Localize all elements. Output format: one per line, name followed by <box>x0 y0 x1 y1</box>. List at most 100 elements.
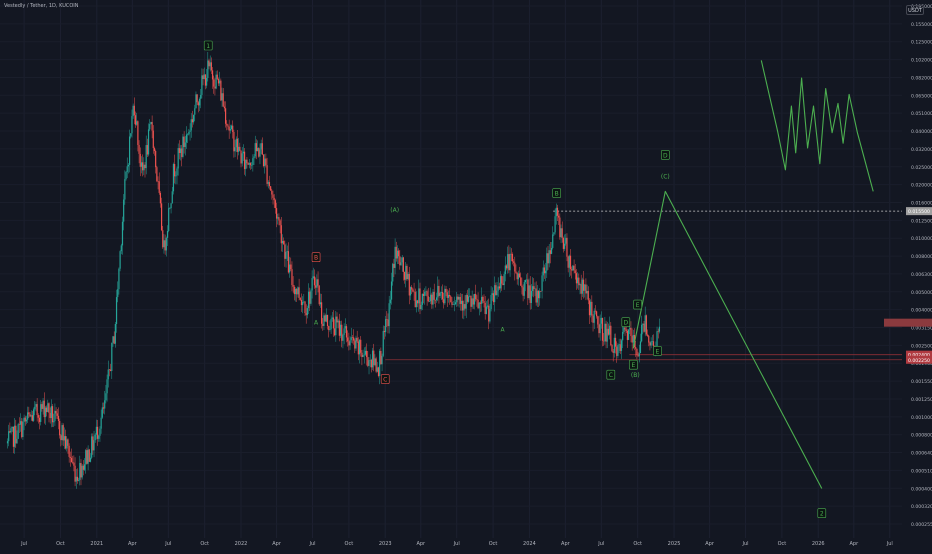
candle-body <box>400 262 402 266</box>
candle-body <box>444 288 446 304</box>
candle-body <box>571 269 573 271</box>
candle-body <box>579 284 581 286</box>
candle-body <box>137 121 139 145</box>
candle-body <box>418 288 420 304</box>
candle-body <box>652 341 655 346</box>
candle-body <box>514 262 516 272</box>
candle-body <box>267 182 269 184</box>
candle-body <box>443 299 445 304</box>
candle-body <box>355 337 357 349</box>
candle-body <box>385 319 387 333</box>
candle-body <box>549 250 551 254</box>
candle-body <box>229 129 231 131</box>
candle-body <box>439 292 441 296</box>
candle-body <box>43 400 45 418</box>
candle-body <box>604 323 606 342</box>
candle-body <box>294 288 297 295</box>
candle-body <box>50 406 52 418</box>
candle-body <box>145 145 147 169</box>
candle-body <box>483 301 485 303</box>
candle-body <box>586 290 588 294</box>
y-tick-label: 0.016000 <box>911 200 932 206</box>
candle-body <box>536 290 538 303</box>
candle-body <box>451 301 453 305</box>
candle-body <box>234 147 236 152</box>
projection-lines <box>632 60 874 489</box>
x-tick-label: Apr <box>416 541 426 547</box>
candle-body <box>81 465 83 478</box>
candle-body <box>130 133 132 137</box>
x-tick-label: Jul <box>308 541 315 547</box>
candle-body <box>388 303 390 327</box>
x-tick-label: Oct <box>633 541 642 547</box>
candle-body <box>644 315 646 332</box>
candle-body <box>472 298 474 305</box>
candle-body <box>414 291 416 308</box>
candle-body <box>356 337 358 342</box>
x-tick-label: Apr <box>849 541 859 547</box>
candle-body <box>361 352 363 357</box>
candle-body <box>517 273 519 280</box>
candle-body <box>411 287 413 290</box>
candle-body <box>134 115 137 125</box>
price-tag <box>906 355 932 364</box>
candle-body <box>324 315 326 322</box>
candle-body <box>432 291 434 305</box>
x-tick-label: Jul <box>164 541 171 547</box>
currency-button[interactable]: USDT <box>906 5 924 15</box>
candle-body <box>59 420 61 436</box>
candle-body <box>74 465 76 482</box>
candle-body <box>623 327 625 332</box>
candle-body <box>494 285 496 303</box>
candle-body <box>243 151 246 170</box>
candle-body <box>499 276 502 289</box>
candle-body <box>187 134 189 135</box>
candle-body <box>297 287 299 295</box>
candle-body <box>587 290 589 301</box>
candle-body <box>458 297 460 300</box>
candle-body <box>347 337 349 342</box>
candle-body <box>162 230 164 248</box>
candle-body <box>568 255 570 268</box>
candle-body <box>497 286 499 291</box>
candle-body <box>563 243 566 249</box>
x-tick-label: Jul <box>742 541 749 547</box>
wave-label: 2 <box>820 511 824 518</box>
candle-body <box>528 285 530 299</box>
x-tick-label: Jul <box>597 541 604 547</box>
candle-body <box>61 425 63 441</box>
candle-body <box>425 291 427 292</box>
candle-body <box>89 457 92 462</box>
candle-body <box>189 130 191 132</box>
candle-body <box>24 417 26 422</box>
candle-body <box>80 463 82 478</box>
price-tag <box>906 350 932 359</box>
candle-body <box>194 108 196 115</box>
candle-body <box>27 412 29 420</box>
candle-body <box>118 268 120 290</box>
candle-body <box>518 273 521 278</box>
candle-body <box>111 342 113 371</box>
candle-body <box>600 317 602 324</box>
candle-body <box>502 283 504 286</box>
candle-body <box>261 143 263 155</box>
wave-label-box <box>817 508 827 518</box>
candle-body <box>479 302 482 304</box>
candle-body <box>367 357 369 366</box>
candle-body <box>534 288 536 290</box>
candle-body <box>464 304 466 309</box>
x-axis: Jul Oct 2021 Apr Jul Oct 2022 Apr Jul Oct 2023 Apr J… <box>20 541 893 547</box>
candle-body <box>646 334 649 336</box>
candle-body <box>273 197 275 201</box>
candle-body <box>593 310 595 323</box>
candle-body <box>216 74 218 79</box>
wave-label-box <box>653 346 662 356</box>
candle-body <box>54 410 56 422</box>
candle-body <box>102 407 105 409</box>
candle-body <box>44 407 47 418</box>
y-tick-label: 0.065000 <box>911 93 932 99</box>
candle-body <box>177 148 179 169</box>
candle-body <box>175 175 177 177</box>
